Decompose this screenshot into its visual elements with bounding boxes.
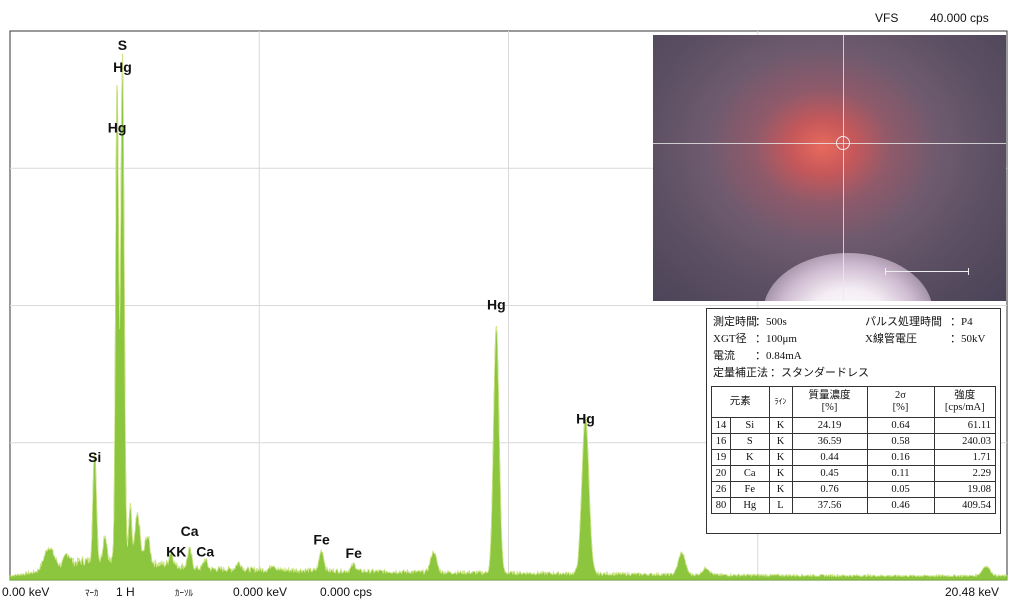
scale-bar — [885, 268, 969, 275]
cell-line: L — [768, 497, 793, 514]
crosshair-horizontal — [653, 143, 1006, 144]
cell-line: K — [768, 449, 793, 466]
cell-sigma: 0.58 — [866, 433, 935, 450]
peak-label: Ca — [196, 544, 214, 560]
cell-z: 19 — [711, 449, 731, 466]
cell-mass: 36.59 — [791, 433, 868, 450]
spectrum-highlight — [9, 53, 1008, 578]
cell-intensity: 240.03 — [933, 433, 997, 450]
header-mass-unit: [%] — [821, 402, 838, 413]
cell-mass: 24.19 — [791, 417, 868, 434]
table-row: 14 Si K 24.19 0.64 61.11 — [711, 417, 997, 434]
header-intensity: 強度 [cps/mA] — [933, 386, 997, 418]
cell-intensity: 1.71 — [933, 449, 997, 466]
cursor-label: ｶｰｿﾙ — [175, 588, 194, 598]
cell-intensity: 2.29 — [933, 465, 997, 482]
cell-element: Fe — [730, 481, 770, 498]
voltage-label: X線管電圧 — [865, 333, 917, 345]
correction-value: ：スタンダードレス — [770, 367, 869, 379]
voltage-value: ：50kV — [950, 333, 986, 345]
crosshair-vertical — [843, 35, 844, 301]
x-axis-start: 0.00 keV — [2, 585, 50, 599]
results-table: 元素 ﾗｲﾝ 質量濃度 [%] 2σ [%] 強度 [cps/mA] 14 Si K … — [711, 386, 997, 514]
marker-label: ﾏｰｶ — [85, 588, 99, 598]
cell-element: S — [730, 433, 770, 450]
x-axis-end: 20.48 keV — [945, 585, 1000, 599]
cell-sigma: 0.05 — [866, 481, 935, 498]
results-panel: 測定時間 ：500s パルス処理時間 ：P4 XGT径 ：100μm X線管電圧… — [706, 308, 1001, 534]
pulse-label: パルス処理時間 — [865, 316, 942, 328]
crosshair-target-icon — [836, 136, 850, 150]
table-row: 26 Fe K 0.76 0.05 19.08 — [711, 481, 997, 498]
cursor-cps: 0.000 cps — [320, 585, 373, 599]
peak-label: Hg — [113, 59, 132, 75]
xgt-label: XGT径 — [713, 333, 747, 345]
peak-label: S — [118, 37, 127, 53]
header-sigma: 2σ [%] — [866, 386, 935, 418]
top-bar: VFS 40.000 cps — [0, 0, 1011, 30]
cell-z: 20 — [711, 465, 731, 482]
header-mass-name: 質量濃度 — [808, 390, 851, 401]
cell-line: K — [768, 465, 793, 482]
peak-label: Hg — [108, 120, 127, 136]
cell-sigma: 0.46 — [866, 497, 935, 514]
current-label: 電流 — [713, 350, 735, 362]
cell-element: Ca — [730, 465, 770, 482]
header-mass: 質量濃度 [%] — [791, 386, 868, 418]
cell-line: K — [768, 417, 793, 434]
current-value: ：0.84mA — [755, 350, 802, 362]
micrograph-glow — [763, 253, 933, 301]
cell-sigma: 0.64 — [866, 417, 935, 434]
cell-line: K — [768, 433, 793, 450]
peak-label: Hg — [576, 411, 595, 427]
peak-label: K — [176, 544, 186, 560]
peak-label: Si — [88, 449, 101, 465]
sample-micrograph — [653, 35, 1006, 301]
cell-line: K — [768, 481, 793, 498]
cell-intensity: 409.54 — [933, 497, 997, 514]
table-row: 20 Ca K 0.45 0.11 2.29 — [711, 465, 997, 482]
header-intensity-name: 強度 — [954, 390, 976, 401]
xgt-value: ：100μm — [755, 333, 797, 345]
cell-mass: 0.44 — [791, 449, 868, 466]
peak-label: Fe — [313, 531, 330, 547]
cell-intensity: 19.08 — [933, 481, 997, 498]
cursor-kev: 0.000 keV — [233, 585, 288, 599]
cell-element: Si — [730, 417, 770, 434]
cell-sigma: 0.16 — [866, 449, 935, 466]
pulse-value: ：P4 — [950, 316, 973, 328]
vfs-value: 40.000 cps — [930, 11, 989, 25]
time-label: 測定時間 — [713, 316, 757, 328]
cell-z: 26 — [711, 481, 731, 498]
cell-element: K — [730, 449, 770, 466]
marker-value: 1 H — [116, 585, 135, 599]
cell-mass: 37.56 — [791, 497, 868, 514]
status-bar: 0.00 keV ﾏｰｶ 1 H ｶｰｿﾙ 0.000 keV 0.000 cp… — [0, 583, 1011, 599]
cell-z: 80 — [711, 497, 731, 514]
header-sigma-name: 2σ — [895, 390, 906, 401]
peak-label: Ca — [181, 523, 199, 539]
peak-label: K — [166, 544, 176, 560]
time-value: ：500s — [755, 316, 787, 328]
table-row: 80 Hg L 37.56 0.46 409.54 — [711, 497, 997, 514]
cell-z: 14 — [711, 417, 731, 434]
cell-intensity: 61.11 — [933, 417, 997, 434]
header-intensity-unit: [cps/mA] — [944, 402, 985, 413]
peak-label: Fe — [346, 545, 363, 561]
cell-mass: 0.76 — [791, 481, 868, 498]
cell-z: 16 — [711, 433, 731, 450]
correction-label: 定量補正法 — [713, 367, 768, 379]
table-header-row: 元素 ﾗｲﾝ 質量濃度 [%] 2σ [%] 強度 [cps/mA] — [711, 386, 997, 418]
header-element: 元素 — [711, 386, 770, 418]
cell-sigma: 0.11 — [866, 465, 935, 482]
header-line: ﾗｲﾝ — [768, 386, 793, 418]
cell-element: Hg — [730, 497, 770, 514]
peak-label: Hg — [487, 297, 506, 313]
vfs-label: VFS — [875, 11, 899, 25]
header-sigma-unit: [%] — [892, 402, 909, 413]
table-row: 16 S K 36.59 0.58 240.03 — [711, 433, 997, 450]
cell-mass: 0.45 — [791, 465, 868, 482]
peak-labels: S Hg Hg Hg Hg Si Ca K K Ca Fe Fe — [88, 37, 595, 561]
table-row: 19 K K 0.44 0.16 1.71 — [711, 449, 997, 466]
